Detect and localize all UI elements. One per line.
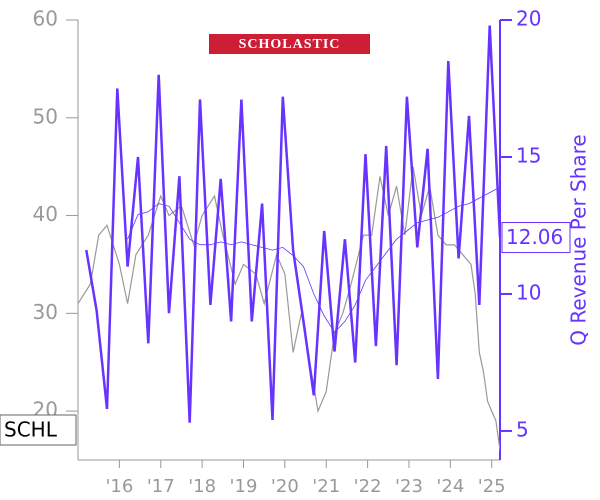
plot-area bbox=[78, 25, 500, 451]
y-tick-label: 60 bbox=[33, 7, 58, 31]
y-tick-label: 40 bbox=[33, 202, 58, 226]
x-tick-label: '16 bbox=[105, 476, 133, 497]
x-tick-label: '25 bbox=[478, 476, 506, 497]
x-tick-label: '23 bbox=[395, 476, 423, 497]
last-value-label: 12.06 bbox=[506, 225, 563, 249]
y-tick-label: 50 bbox=[33, 104, 58, 128]
y-tick-label: 30 bbox=[33, 300, 58, 324]
x-tick-label: '22 bbox=[354, 476, 382, 497]
y2-tick-label: 10 bbox=[516, 280, 541, 304]
series-line bbox=[127, 186, 500, 333]
ticker: SCHL bbox=[4, 418, 58, 442]
y2-tick-label: 5 bbox=[516, 417, 529, 441]
x-tick-label: '24 bbox=[436, 476, 464, 497]
logo-box bbox=[209, 34, 370, 54]
x-tick-label: '20 bbox=[271, 476, 299, 497]
x-tick-label: '21 bbox=[312, 476, 340, 497]
logo: SCHOLASTIC bbox=[239, 37, 341, 52]
x-tick-label: '17 bbox=[147, 476, 175, 497]
series-line bbox=[78, 166, 500, 451]
y2-tick-label: 20 bbox=[516, 7, 541, 31]
y2-tick-label: 15 bbox=[516, 143, 541, 167]
x-tick-label: '19 bbox=[230, 476, 258, 497]
series-line bbox=[85, 25, 500, 423]
x-tick-label: '18 bbox=[188, 476, 216, 497]
last-value-box bbox=[501, 222, 571, 254]
ticker-box bbox=[0, 414, 77, 446]
